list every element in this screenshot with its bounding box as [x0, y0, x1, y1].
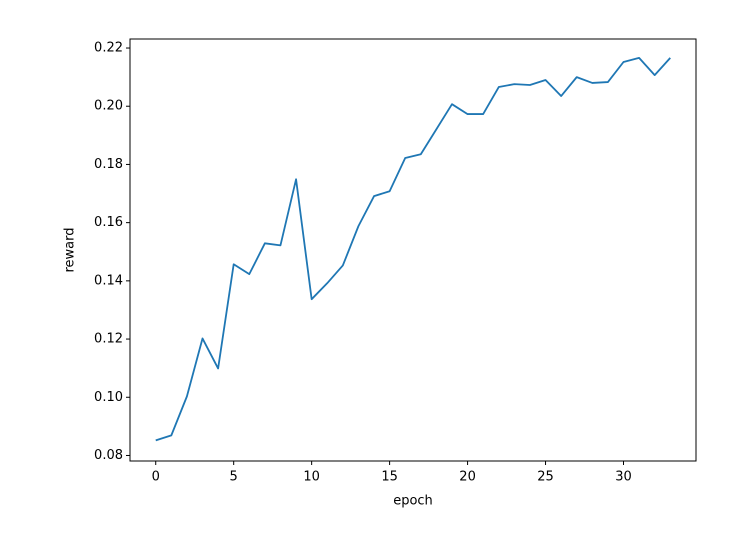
x-tick-label: 5	[230, 470, 238, 485]
x-tick-label: 0	[152, 470, 160, 485]
y-tick-label: 0.22	[94, 41, 123, 56]
x-tick-label: 10	[303, 470, 320, 485]
x-tick-label: 25	[537, 470, 554, 485]
y-axis-label: reward	[63, 227, 78, 272]
y-tick-label: 0.12	[94, 332, 123, 347]
plot-frame	[129, 38, 697, 462]
y-tick-label: 0.14	[94, 273, 123, 288]
y-tick-label: 0.08	[94, 448, 123, 463]
y-tick-label: 0.10	[94, 390, 123, 405]
line	[155, 57, 671, 442]
x-tick-label: 30	[615, 470, 632, 485]
x-tick-label: 15	[381, 470, 398, 485]
y-tick-label: 0.16	[94, 215, 123, 230]
x-tick-label: 20	[459, 470, 476, 485]
x-axis-label: epoch	[393, 494, 433, 509]
y-tick-label: 0.20	[94, 99, 123, 114]
y-tick-label: 0.18	[94, 157, 123, 172]
